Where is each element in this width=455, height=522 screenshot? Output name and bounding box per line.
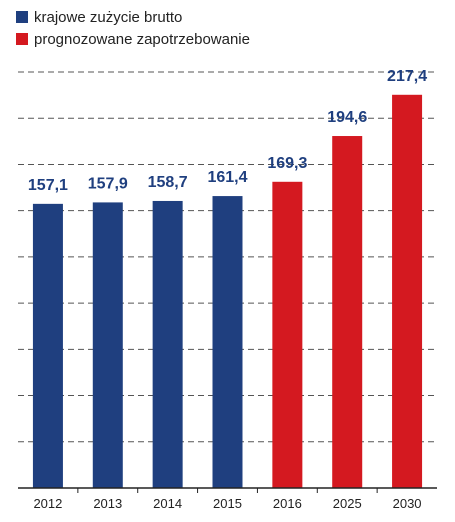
value-label-2012: 157,1 <box>28 177 68 194</box>
bar-2025 <box>332 136 363 488</box>
value-label-2013: 157,9 <box>88 175 128 192</box>
value-label-2025: 194,6 <box>327 109 367 126</box>
bar-2016 <box>272 181 303 488</box>
legend: krajowe zużycie brutto prognozowane zapo… <box>16 6 250 50</box>
bar-2012 <box>32 203 63 488</box>
x-tick-label-2015: 2015 <box>213 496 242 511</box>
legend-item-prognoza: prognozowane zapotrzebowanie <box>16 28 250 50</box>
legend-label-krajowe: krajowe zużycie brutto <box>34 8 183 26</box>
legend-item-krajowe: krajowe zużycie brutto <box>16 6 250 28</box>
value-label-2030: 217,4 <box>387 68 427 85</box>
bar-2030 <box>392 94 423 489</box>
bar-2014 <box>152 200 183 488</box>
legend-swatch-prognoza <box>16 33 28 45</box>
bar-2015 <box>212 196 243 488</box>
legend-label-prognoza: prognozowane zapotrzebowanie <box>34 30 250 48</box>
x-tick-label-2016: 2016 <box>273 496 302 511</box>
value-label-2014: 158,7 <box>148 174 188 191</box>
x-tick-label-2030: 2030 <box>393 496 422 511</box>
legend-swatch-krajowe <box>16 11 28 23</box>
x-tick-label-2014: 2014 <box>153 496 182 511</box>
value-label-2015: 161,4 <box>207 169 247 186</box>
x-tick-label-2012: 2012 <box>33 496 62 511</box>
x-tick-label-2025: 2025 <box>333 496 362 511</box>
x-tick-label-2013: 2013 <box>93 496 122 511</box>
value-label-2016: 169,3 <box>267 155 307 172</box>
bar-2013 <box>92 202 123 488</box>
